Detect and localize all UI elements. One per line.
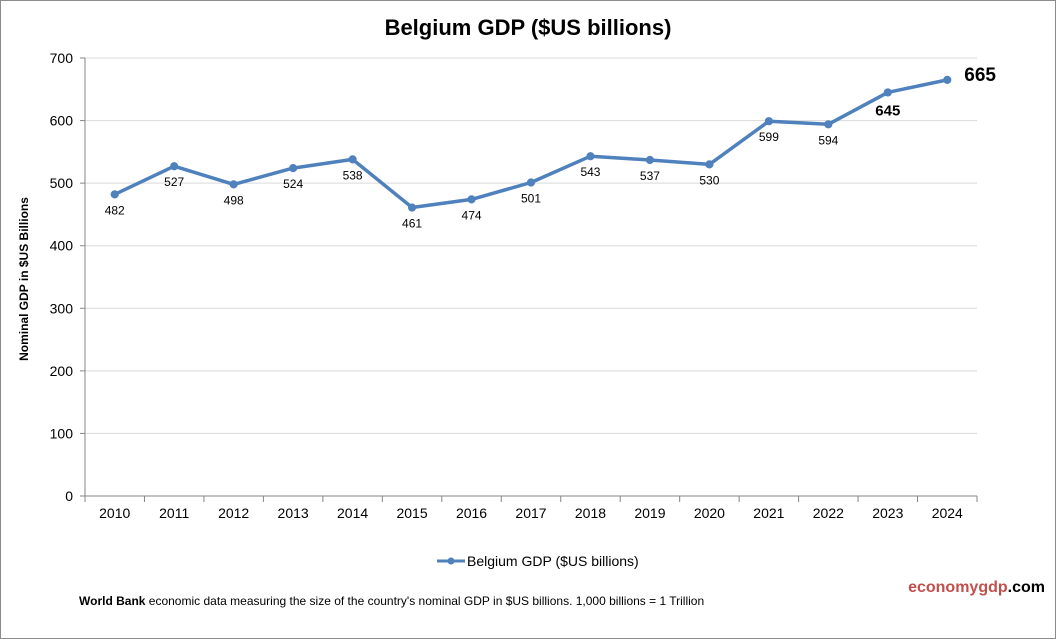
y-tick-label: 100	[50, 425, 74, 441]
legend-marker	[447, 557, 455, 565]
x-tick-label: 2011	[159, 505, 189, 521]
data-label: 594	[818, 133, 838, 147]
y-tick-label: 0	[65, 488, 73, 504]
data-point	[526, 178, 536, 187]
brand-part-gdp: gdp	[978, 579, 1008, 596]
gridlines	[85, 57, 977, 434]
footnote: World Bank economic data measuring the s…	[79, 594, 704, 608]
data-point	[467, 195, 476, 204]
data-point	[348, 155, 357, 164]
x-tick-label: 2023	[872, 505, 903, 521]
brand-part-economy: economy	[908, 579, 979, 596]
legend-label: Belgium GDP ($US billions)	[467, 553, 639, 569]
data-label: 645	[875, 102, 900, 119]
footnote-text: economic data measuring the size of the …	[145, 594, 705, 608]
y-tick-label: 300	[50, 300, 74, 316]
series-layer	[110, 75, 952, 212]
x-tick-label: 2013	[278, 505, 309, 521]
data-point	[229, 180, 238, 189]
data-label: 665	[964, 65, 996, 86]
data-label: 530	[699, 173, 719, 187]
data-label: 482	[105, 203, 125, 217]
x-tick-label: 2021	[753, 505, 784, 521]
y-tick-label: 500	[50, 175, 74, 191]
y-tick-label: 200	[50, 363, 74, 379]
x-tick-label: 2024	[932, 505, 963, 521]
y-tick-labels: 0 100 200 300 400 500 600 700	[50, 50, 74, 504]
x-tick-label: 2019	[634, 505, 665, 521]
data-point	[170, 162, 179, 171]
data-point	[407, 203, 417, 212]
x-tick-label: 2018	[575, 505, 606, 521]
data-label: 474	[462, 208, 482, 222]
data-label: 501	[521, 192, 541, 206]
data-point	[943, 75, 952, 85]
y-tick-label: 700	[50, 50, 74, 66]
y-tick-label: 600	[50, 113, 74, 129]
x-tick-label: 2020	[694, 505, 725, 521]
legend: Belgium GDP ($US billions)	[437, 553, 639, 569]
y-axis-label: Nominal GDP in $US Billions	[17, 197, 31, 361]
brand-logo: economygdp.com	[908, 579, 1045, 597]
data-label: 527	[164, 175, 184, 189]
data-label: 543	[580, 165, 600, 179]
data-point	[645, 155, 655, 165]
y-tick-label: 400	[50, 238, 74, 254]
x-tick-label: 2016	[456, 505, 487, 521]
data-point	[110, 190, 119, 199]
x-tick-label: 2022	[813, 505, 844, 521]
brand-part-com: .com	[1007, 579, 1045, 596]
data-point	[764, 117, 773, 126]
chart-title: Belgium GDP ($US billions)	[385, 15, 672, 40]
x-tick-label: 2017	[515, 505, 546, 521]
data-point	[705, 160, 714, 169]
data-labels: 482 527 498 524 538 461 474 501 543 537 530 599 594 6…	[105, 65, 997, 231]
data-label: 461	[402, 217, 422, 231]
data-point	[883, 88, 892, 97]
x-tick-label: 2010	[99, 505, 130, 521]
x-tick-labels: 2010 2011 2012 2013 2014 2015 2016 2017 2018 2019…	[99, 505, 963, 521]
data-point	[289, 164, 298, 173]
x-tick-label: 2012	[218, 505, 249, 521]
data-label: 537	[640, 169, 660, 183]
axes	[80, 57, 978, 502]
footnote-source: World Bank	[79, 594, 146, 608]
data-label: 538	[343, 168, 363, 182]
data-point	[824, 120, 833, 129]
data-label: 524	[283, 177, 303, 191]
x-tick-label: 2014	[337, 505, 368, 521]
x-tick-label: 2015	[396, 505, 427, 521]
data-point	[586, 152, 595, 161]
data-label: 599	[759, 130, 779, 144]
data-label: 498	[224, 193, 244, 207]
